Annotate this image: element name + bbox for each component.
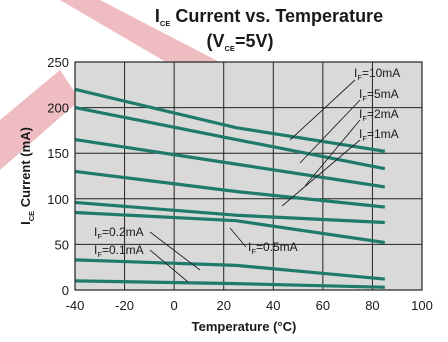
y-tick-labels: 0 50 100 150 200 250 [47, 55, 69, 298]
leader-line-0 [289, 79, 356, 141]
x-tick-label: -40 [66, 298, 85, 313]
annotation-if-5ma: IF=5mA [359, 87, 399, 103]
x-tick-label: 40 [266, 298, 280, 313]
plot-area [75, 62, 422, 290]
series-line-6 [74, 258, 385, 281]
y-tick-label: 250 [47, 55, 69, 70]
annotation-if-10ma: IF=10mA [354, 66, 400, 82]
leader-line-5 [149, 249, 189, 283]
x-tick-label: 60 [316, 298, 330, 313]
y-tick-label: 150 [47, 146, 69, 161]
leader-lines [149, 79, 361, 283]
annotation-if-2ma: IF=2mA [359, 107, 399, 123]
series-line-2 [74, 137, 386, 189]
leader-line-1 [299, 99, 361, 164]
series-lines [74, 87, 386, 289]
series-line-1 [74, 106, 386, 171]
chart-title-line1: ICE Current vs. Temperature [155, 6, 383, 28]
y-tick-label: 200 [47, 101, 69, 116]
watermark-arrow-lower [0, 70, 80, 170]
leader-line-4 [149, 231, 201, 271]
series-line-4 [74, 200, 385, 225]
x-tick-labels: -40 -20 0 20 40 60 80 100 [66, 298, 433, 313]
leader-line-6 [229, 227, 247, 248]
series-line-0 [74, 87, 386, 153]
y-tick-label: 0 [62, 283, 69, 298]
y-tick-label: 50 [55, 237, 69, 252]
x-tick-label: 100 [411, 298, 433, 313]
x-tick-label: -20 [115, 298, 134, 313]
annotation-if-1ma: IF=1mA [359, 127, 399, 143]
series-line-3 [74, 169, 385, 209]
x-tick-label: 80 [365, 298, 379, 313]
x-axis-label: Temperature (°C) [192, 319, 297, 334]
annotation-if-0.2ma: IF=0.2mA [94, 225, 144, 241]
leader-line-2 [304, 119, 361, 187]
y-axis-label: ICE Current (mA) [18, 127, 36, 225]
x-tick-label: 0 [171, 298, 178, 313]
plot-frame [74, 61, 423, 291]
leader-line-3 [281, 139, 361, 207]
series-line-7 [74, 279, 385, 289]
y-tick-label: 100 [47, 192, 69, 207]
chart-title-line2: (VCE=5V) [207, 31, 274, 53]
series-line-5 [74, 210, 386, 245]
x-tick-label: 20 [216, 298, 230, 313]
annotation-if-0.5ma: IF=0.5mA [248, 240, 298, 256]
annotation-if-0.1ma: IF=0.1mA [94, 243, 144, 259]
